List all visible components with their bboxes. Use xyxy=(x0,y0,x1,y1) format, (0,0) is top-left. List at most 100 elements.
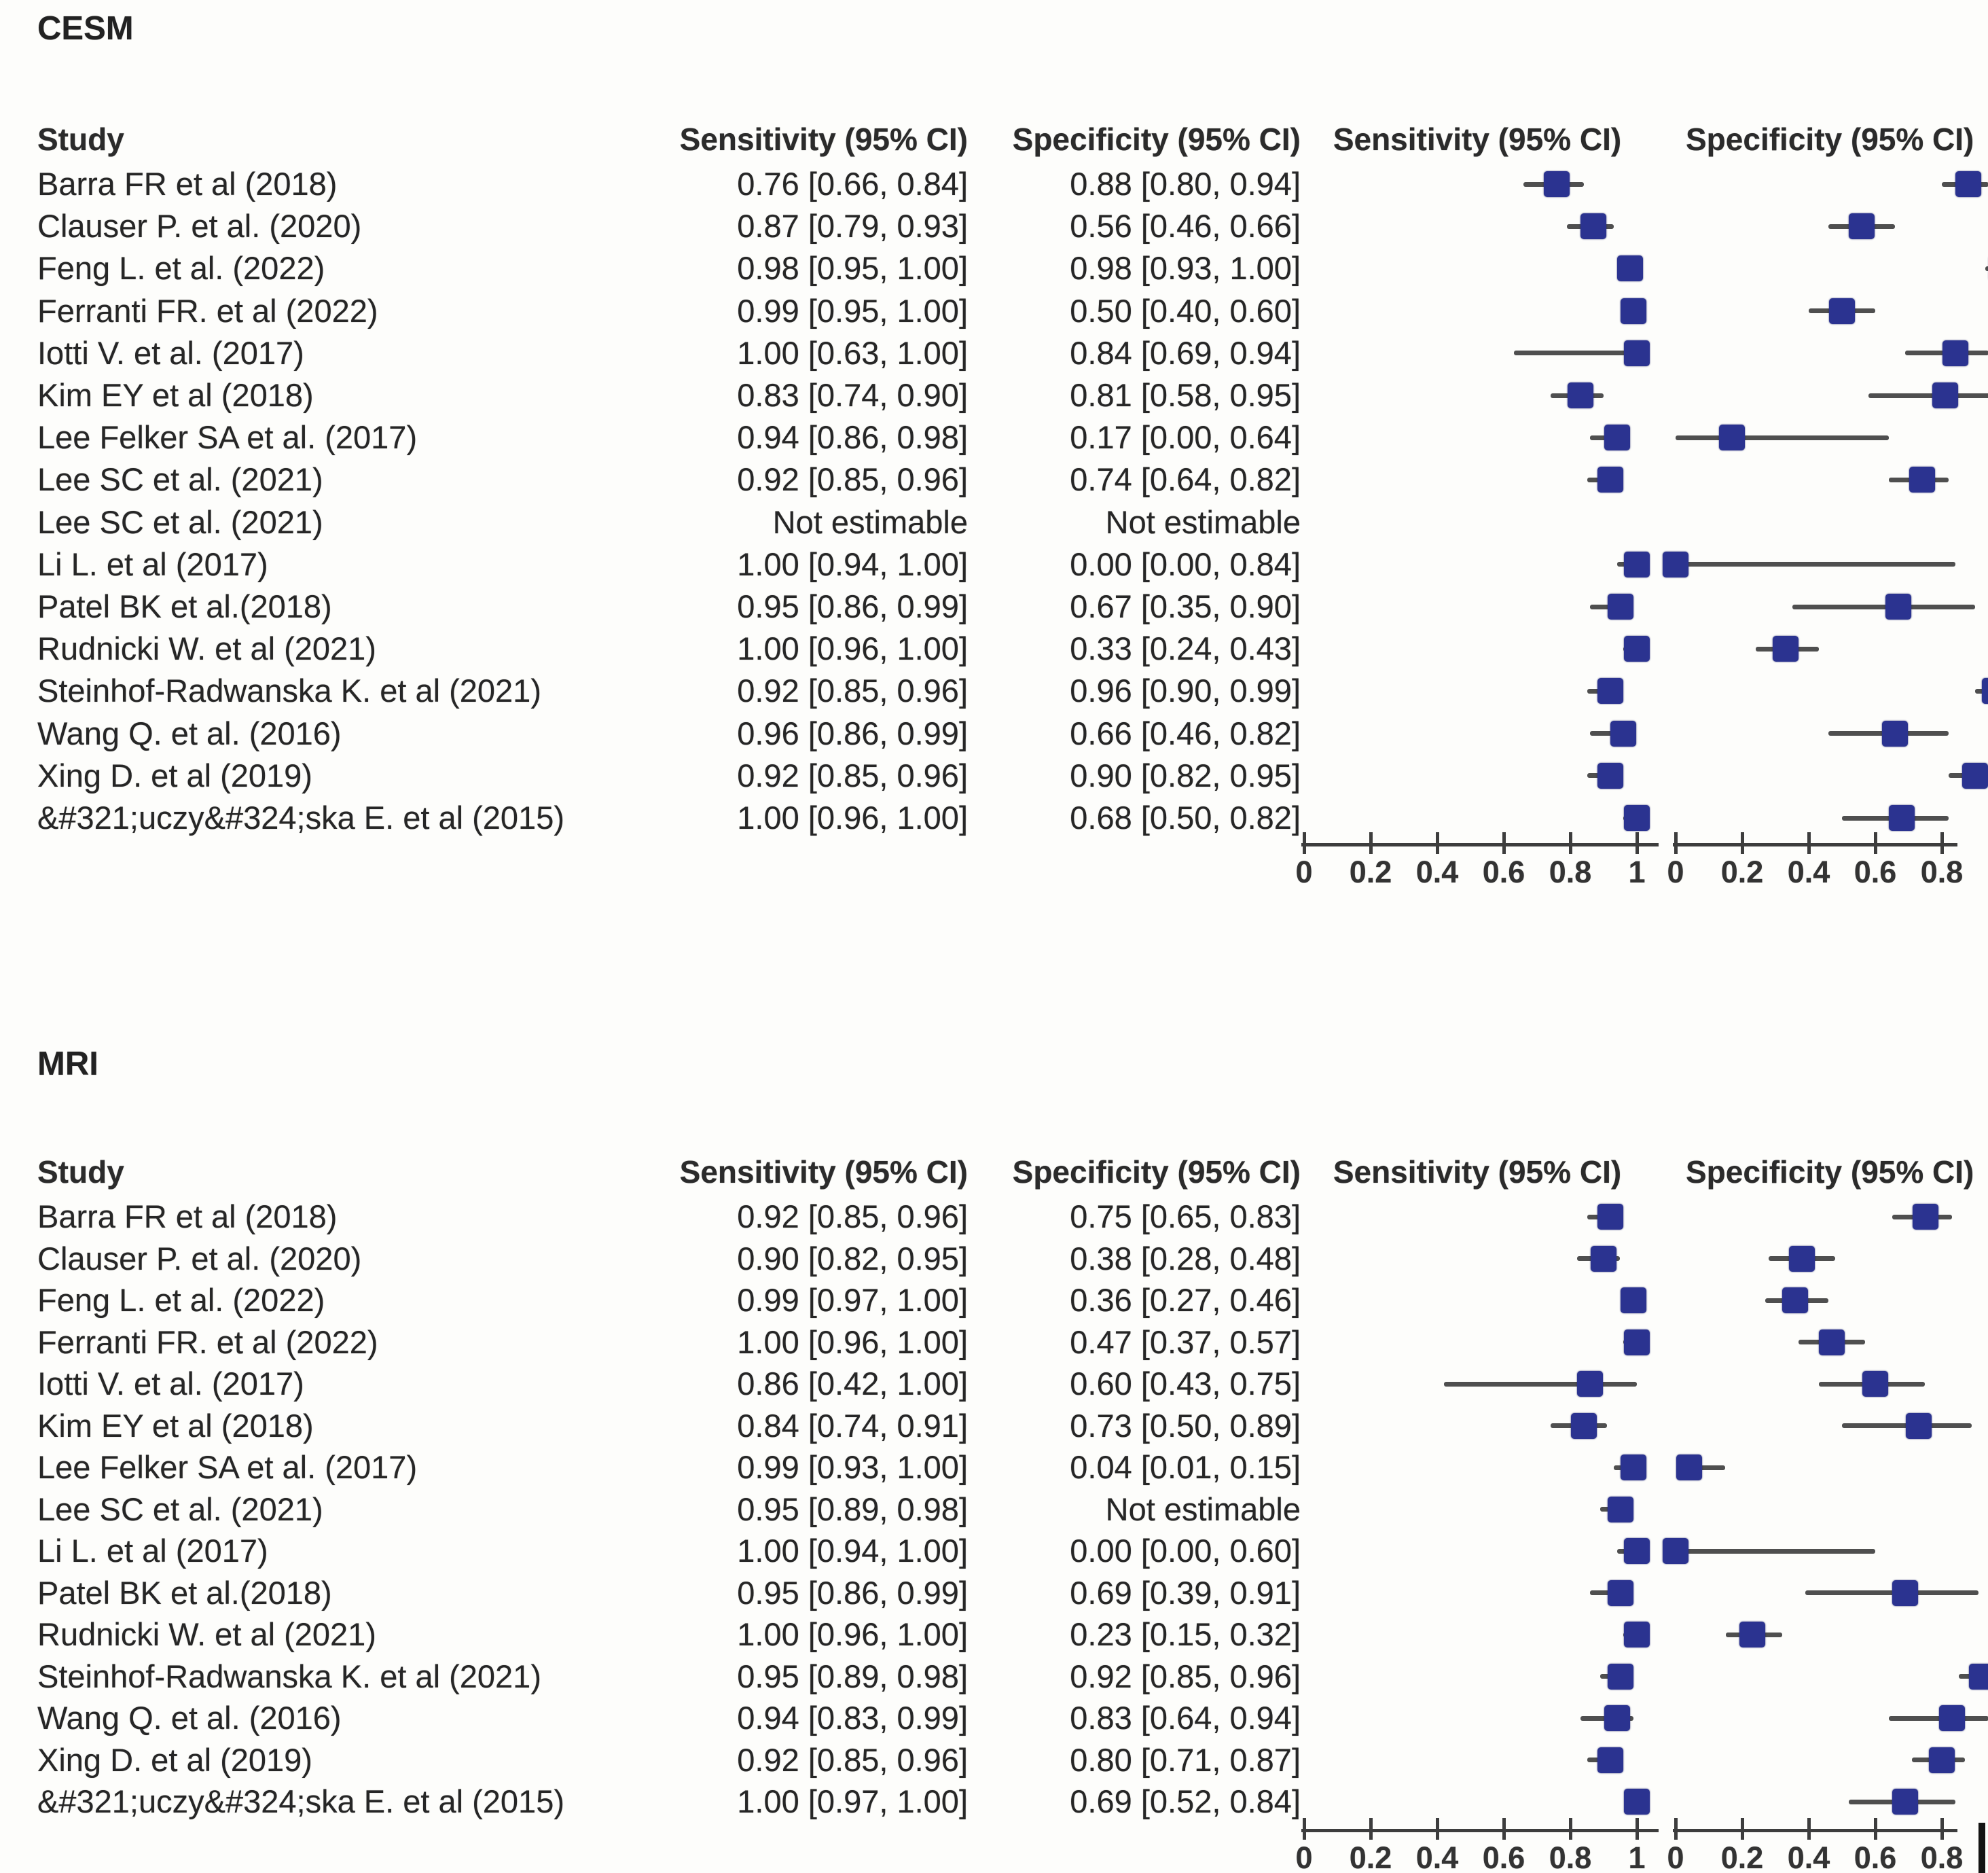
sensitivity-point-marker xyxy=(1621,298,1647,324)
sensitivity-axis-tick xyxy=(1436,832,1439,854)
specificity-ci-whisker xyxy=(1805,1590,1978,1595)
sensitivity-point-marker xyxy=(1604,1705,1630,1731)
sensitivity-value: 0.92 [0.85, 0.96] xyxy=(737,1741,968,1778)
column-header-study: Study xyxy=(37,1154,124,1190)
specificity-axis-tick xyxy=(1940,1818,1944,1840)
specificity-value: Not estimable xyxy=(1105,503,1301,540)
specificity-value: 0.68 [0.50, 0.82] xyxy=(1070,800,1301,836)
sensitivity-point-marker xyxy=(1617,255,1644,282)
column-header-sensitivity: Sensitivity (95% CI) xyxy=(679,122,968,157)
sensitivity-axis-tick-label: 0.2 xyxy=(1349,855,1392,889)
sensitivity-value: 0.95 [0.86, 0.99] xyxy=(737,588,968,624)
sensitivity-axis-tick-label: 0.4 xyxy=(1415,1840,1459,1873)
specificity-value: 0.04 [0.01, 0.15] xyxy=(1070,1449,1301,1485)
column-header-sensitivity: Sensitivity (95% CI) xyxy=(679,1154,968,1190)
study-label: Iotti V. et al. (2017) xyxy=(37,334,304,371)
sensitivity-point-marker xyxy=(1544,171,1570,197)
sensitivity-point-marker xyxy=(1597,1204,1623,1230)
study-label: Xing D. et al (2019) xyxy=(37,1741,312,1778)
sensitivity-axis-tick xyxy=(1303,832,1306,854)
specificity-value: 0.23 [0.15, 0.32] xyxy=(1070,1616,1301,1652)
sensitivity-value: 0.87 [0.79, 0.93] xyxy=(737,208,968,245)
section-title-mri: MRI xyxy=(37,1046,98,1082)
sensitivity-value: 0.92 [0.85, 0.96] xyxy=(737,461,968,498)
specificity-value: 0.67 [0.35, 0.90] xyxy=(1070,588,1301,624)
sensitivity-value: 1.00 [0.96, 1.00] xyxy=(737,800,968,836)
specificity-value: 0.84 [0.69, 0.94] xyxy=(1070,334,1301,371)
specificity-point-marker xyxy=(1676,1455,1702,1480)
specificity-value: 0.83 [0.64, 0.94] xyxy=(1070,1700,1301,1736)
sensitivity-value: 1.00 [0.63, 1.00] xyxy=(737,334,968,371)
sensitivity-value: 1.00 [0.96, 1.00] xyxy=(737,630,968,667)
sensitivity-value: 0.99 [0.97, 1.00] xyxy=(737,1282,968,1318)
column-header-study: Study xyxy=(37,122,124,157)
sensitivity-ci-whisker xyxy=(1513,351,1637,356)
specificity-axis-tick-label: 0.6 xyxy=(1854,1840,1897,1873)
specificity-axis-tick xyxy=(1674,832,1678,854)
column-header-specificity: Specificity (95% CI) xyxy=(1012,122,1301,157)
specificity-axis-tick xyxy=(1807,832,1811,854)
sensitivity-value: 0.98 [0.95, 1.00] xyxy=(737,250,968,287)
study-label: Steinhof-Radwanska K. et al (2021) xyxy=(37,673,541,709)
specificity-value: 0.92 [0.85, 0.96] xyxy=(1070,1658,1301,1694)
specificity-point-marker xyxy=(1782,1287,1809,1313)
sensitivity-axis-tick-label: 1 xyxy=(1628,855,1646,889)
sensitivity-point-marker xyxy=(1591,1245,1616,1272)
specificity-axis-tick xyxy=(1874,832,1877,854)
sensitivity-point-marker xyxy=(1624,551,1650,577)
cursor-artifact xyxy=(1978,1823,1985,1873)
study-label: Li L. et al (2017) xyxy=(37,546,268,582)
sensitivity-point-marker xyxy=(1624,340,1650,366)
specificity-ci-whisker xyxy=(1975,688,1988,694)
sensitivity-value: 0.92 [0.85, 0.96] xyxy=(737,673,968,709)
sensitivity-value: Not estimable xyxy=(772,503,968,540)
sensitivity-value: 0.84 [0.74, 0.91] xyxy=(737,1407,968,1444)
specificity-value: 0.36 [0.27, 0.46] xyxy=(1070,1282,1301,1318)
sensitivity-value: 0.95 [0.89, 0.98] xyxy=(737,1658,968,1694)
sensitivity-value: 0.99 [0.95, 1.00] xyxy=(737,292,968,329)
sensitivity-point-marker xyxy=(1597,678,1623,704)
study-label: Steinhof-Radwanska K. et al (2021) xyxy=(37,1658,541,1694)
specificity-value: 0.00 [0.00, 0.60] xyxy=(1070,1533,1301,1569)
sensitivity-value: 1.00 [0.94, 1.00] xyxy=(737,1533,968,1569)
sensitivity-value: 0.76 [0.66, 0.84] xyxy=(737,166,968,202)
specificity-value: 0.50 [0.40, 0.60] xyxy=(1070,292,1301,329)
specificity-point-marker xyxy=(1772,636,1799,662)
specificity-point-marker xyxy=(1929,1747,1955,1773)
sensitivity-value: 1.00 [0.96, 1.00] xyxy=(737,1323,968,1360)
specificity-axis-tick xyxy=(1741,1818,1744,1840)
sensitivity-point-marker xyxy=(1624,1622,1650,1647)
specificity-point-marker xyxy=(1849,213,1875,240)
sensitivity-value: 1.00 [0.94, 1.00] xyxy=(737,546,968,582)
study-label: Lee SC et al. (2021) xyxy=(37,461,323,498)
specificity-axis-tick-label: 0.4 xyxy=(1787,1840,1830,1873)
specificity-point-marker xyxy=(1962,762,1988,789)
sensitivity-value: 1.00 [0.96, 1.00] xyxy=(737,1616,968,1652)
specificity-point-marker xyxy=(1889,805,1915,831)
study-label: Rudnicki W. et al (2021) xyxy=(37,630,376,667)
study-label: &#321;uczy&#324;ska E. et al (2015) xyxy=(37,1783,564,1819)
specificity-ci-whisker xyxy=(1676,562,1955,567)
sensitivity-point-marker xyxy=(1610,720,1637,747)
sensitivity-value: 0.83 [0.74, 0.90] xyxy=(737,377,968,413)
specificity-ci-whisker xyxy=(1676,1548,1875,1554)
sensitivity-axis-tick xyxy=(1502,1818,1506,1840)
sensitivity-axis-tick xyxy=(1369,832,1373,854)
specificity-value: 0.81 [0.58, 0.95] xyxy=(1070,377,1301,413)
sensitivity-point-marker xyxy=(1624,636,1650,662)
sensitivity-x-axis xyxy=(1301,843,1659,846)
specificity-ci-whisker xyxy=(1868,393,1988,398)
sensitivity-axis-tick-label: 0 xyxy=(1295,855,1313,889)
specificity-point-marker xyxy=(1932,382,1958,408)
sensitivity-point-marker xyxy=(1607,1663,1633,1690)
specificity-value: 0.90 [0.82, 0.95] xyxy=(1070,757,1301,793)
specificity-x-axis xyxy=(1673,1829,1957,1832)
sensitivity-axis-tick-label: 1 xyxy=(1628,1840,1646,1873)
specificity-x-axis xyxy=(1673,843,1957,846)
specificity-value: 0.98 [0.93, 1.00] xyxy=(1070,250,1301,287)
specificity-point-marker xyxy=(1892,1789,1919,1815)
specificity-value: 0.38 [0.28, 0.48] xyxy=(1070,1240,1301,1277)
plot-header-sensitivity: Sensitivity (95% CI) xyxy=(1333,1154,1622,1190)
specificity-axis-tick xyxy=(1807,1818,1811,1840)
